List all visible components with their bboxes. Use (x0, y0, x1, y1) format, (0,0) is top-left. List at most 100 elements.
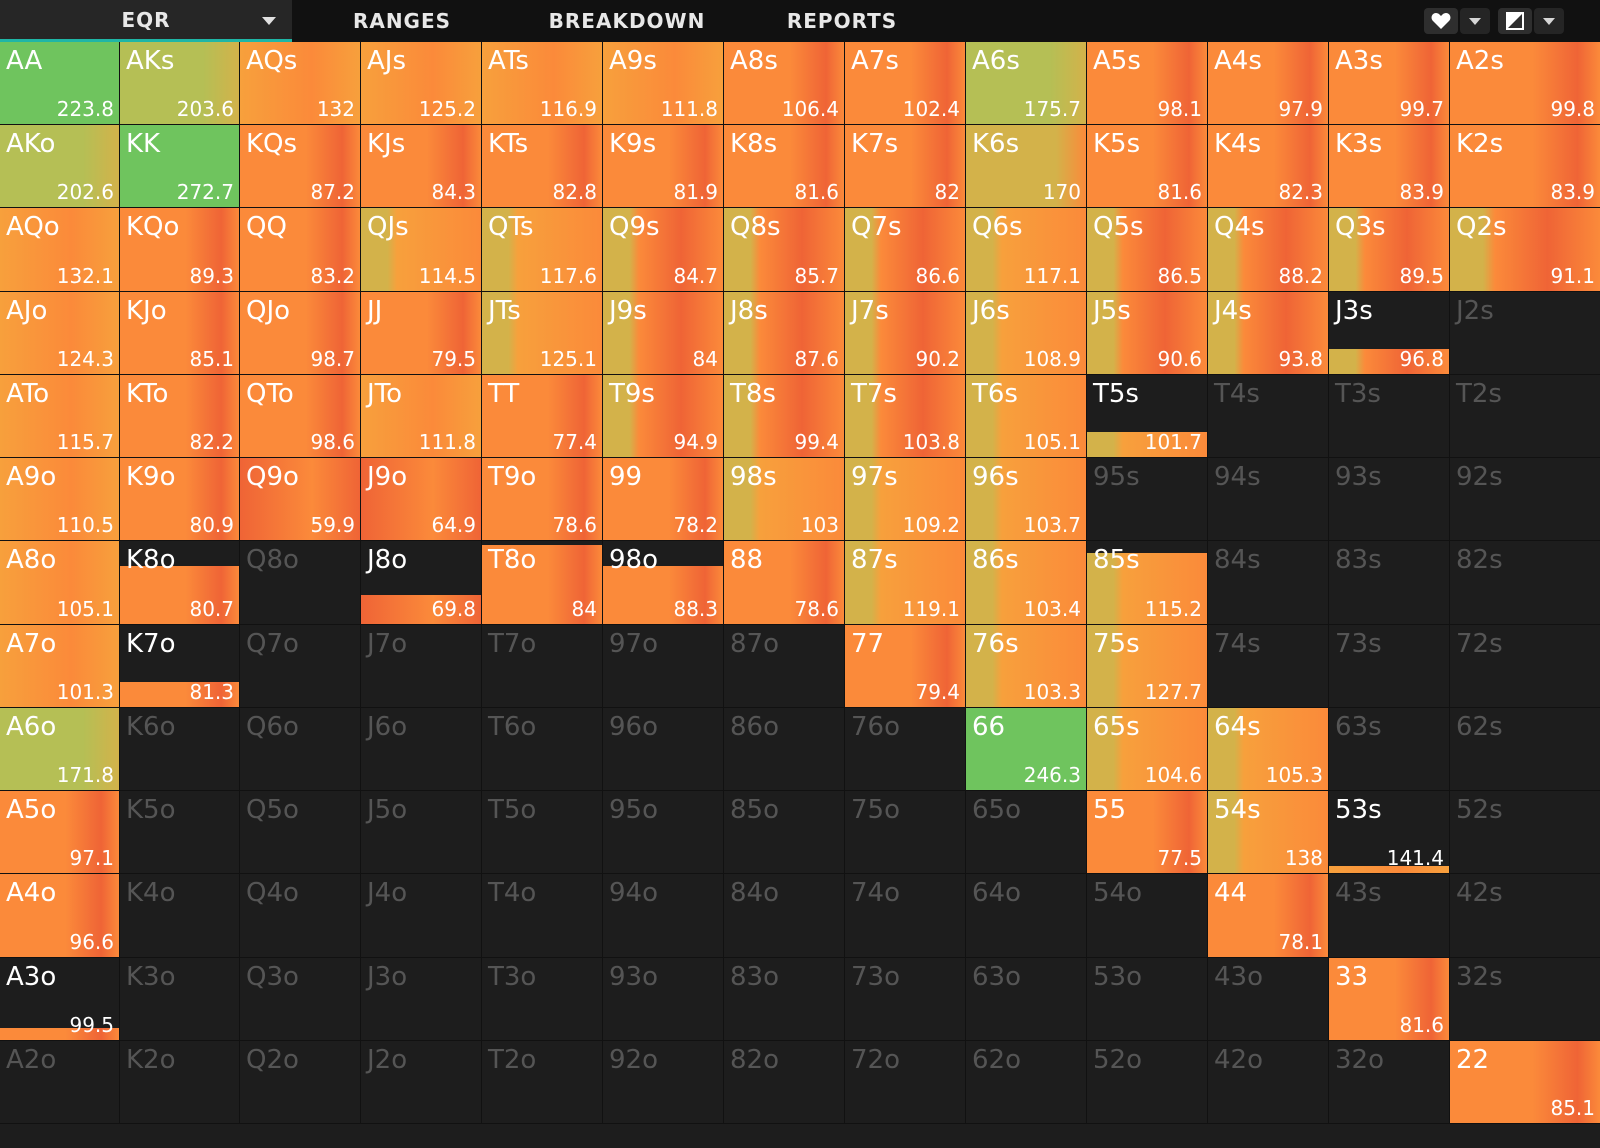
hand-cell[interactable]: A4o 96.6 (0, 874, 120, 958)
hand-cell[interactable]: J4s 93.8 (1208, 292, 1329, 375)
hand-cell[interactable]: Q2o (240, 1041, 361, 1124)
hand-cell[interactable]: A8o 105.1 (0, 541, 120, 625)
hand-cell[interactable]: J9o 64.9 (361, 458, 482, 541)
hand-cell[interactable]: 62s (1450, 708, 1600, 791)
hand-cell[interactable]: K3o (120, 958, 240, 1041)
hand-cell[interactable]: T6o (482, 708, 603, 791)
hand-cell[interactable]: 32o (1329, 1041, 1450, 1124)
hand-cell[interactable]: T9s 94.9 (603, 375, 724, 458)
display-mode-button[interactable] (1498, 8, 1532, 34)
hand-cell[interactable]: T2s (1450, 375, 1600, 458)
hand-cell[interactable]: AKs 203.6 (120, 42, 240, 125)
hand-cell[interactable]: J9s 84 (603, 292, 724, 375)
hand-cell[interactable]: K2o (120, 1041, 240, 1124)
hand-cell[interactable]: KJs 84.3 (361, 125, 482, 208)
hand-cell[interactable]: T8s 99.4 (724, 375, 845, 458)
hand-cell[interactable]: J3s 96.8 (1329, 292, 1450, 375)
hand-cell[interactable]: A2o (0, 1041, 120, 1124)
hand-cell[interactable]: 83s (1329, 541, 1450, 625)
hand-cell[interactable]: 55 77.5 (1087, 791, 1208, 874)
hand-cell[interactable]: 73o (845, 958, 966, 1041)
hand-cell[interactable]: 22 85.1 (1450, 1041, 1600, 1124)
tab-reports[interactable]: REPORTS (742, 0, 942, 42)
hand-cell[interactable]: JTs 125.1 (482, 292, 603, 375)
hand-cell[interactable]: Q9o 59.9 (240, 458, 361, 541)
hand-cell[interactable]: T8o 84 (482, 541, 603, 625)
hand-cell[interactable]: 75o (845, 791, 966, 874)
hand-cell[interactable]: 66 246.3 (966, 708, 1087, 791)
hand-cell[interactable]: QTs 117.6 (482, 208, 603, 292)
hand-cell[interactable]: 82o (724, 1041, 845, 1124)
hand-cell[interactable]: A5o 97.1 (0, 791, 120, 874)
hand-cell[interactable]: QJs 114.5 (361, 208, 482, 292)
hand-cell[interactable]: 87s 119.1 (845, 541, 966, 625)
hand-cell[interactable]: 65s 104.6 (1087, 708, 1208, 791)
hand-cell[interactable]: 96o (603, 708, 724, 791)
hand-cell[interactable]: A6o 171.8 (0, 708, 120, 791)
hand-cell[interactable]: 99 78.2 (603, 458, 724, 541)
hand-cell[interactable]: 42s (1450, 874, 1600, 958)
hand-cell[interactable]: ATs 116.9 (482, 42, 603, 125)
hand-cell[interactable]: 86o (724, 708, 845, 791)
hand-cell[interactable]: Q2s 91.1 (1450, 208, 1600, 292)
hand-cell[interactable]: 65o (966, 791, 1087, 874)
hand-cell[interactable]: 32s (1450, 958, 1600, 1041)
favorite-button[interactable] (1424, 8, 1458, 34)
hand-cell[interactable]: T3o (482, 958, 603, 1041)
hand-cell[interactable]: Q3o (240, 958, 361, 1041)
hand-cell[interactable]: A2s 99.8 (1450, 42, 1600, 125)
hand-cell[interactable]: Q7o (240, 625, 361, 708)
hand-cell[interactable]: KTs 82.8 (482, 125, 603, 208)
hand-cell[interactable]: T4o (482, 874, 603, 958)
hand-cell[interactable]: 77 79.4 (845, 625, 966, 708)
hand-cell[interactable]: 95s (1087, 458, 1208, 541)
hand-cell[interactable]: 54o (1087, 874, 1208, 958)
hand-cell[interactable]: KTo 82.2 (120, 375, 240, 458)
hand-cell[interactable]: QJo 98.7 (240, 292, 361, 375)
hand-cell[interactable]: KQs 87.2 (240, 125, 361, 208)
hand-cell[interactable]: QQ 83.2 (240, 208, 361, 292)
hand-cell[interactable]: 62o (966, 1041, 1087, 1124)
hand-cell[interactable]: Q7s 86.6 (845, 208, 966, 292)
hand-cell[interactable]: J4o (361, 874, 482, 958)
hand-cell[interactable]: 63o (966, 958, 1087, 1041)
hand-cell[interactable]: A6s 175.7 (966, 42, 1087, 125)
hand-cell[interactable]: T7s 103.8 (845, 375, 966, 458)
hand-cell[interactable]: 72o (845, 1041, 966, 1124)
hand-cell[interactable]: A7o 101.3 (0, 625, 120, 708)
hand-cell[interactable]: J5s 90.6 (1087, 292, 1208, 375)
hand-cell[interactable]: Q5s 86.5 (1087, 208, 1208, 292)
hand-cell[interactable]: J7s 90.2 (845, 292, 966, 375)
hand-cell[interactable]: 86s 103.4 (966, 541, 1087, 625)
hand-cell[interactable]: Q9s 84.7 (603, 208, 724, 292)
hand-cell[interactable]: 94o (603, 874, 724, 958)
hand-cell[interactable]: T3s (1329, 375, 1450, 458)
hand-cell[interactable]: T5s 101.7 (1087, 375, 1208, 458)
hand-cell[interactable]: Q4s 88.2 (1208, 208, 1329, 292)
hand-cell[interactable]: J5o (361, 791, 482, 874)
hand-cell[interactable]: 97s 109.2 (845, 458, 966, 541)
hand-cell[interactable]: J8s 87.6 (724, 292, 845, 375)
hand-cell[interactable]: K3s 83.9 (1329, 125, 1450, 208)
hand-cell[interactable]: T9o 78.6 (482, 458, 603, 541)
hand-cell[interactable]: 88 78.6 (724, 541, 845, 625)
hand-cell[interactable]: 64o (966, 874, 1087, 958)
hand-cell[interactable]: K5o (120, 791, 240, 874)
tab-eqr[interactable]: EQR (0, 0, 292, 42)
hand-cell[interactable]: 87o (724, 625, 845, 708)
hand-cell[interactable]: J7o (361, 625, 482, 708)
hand-cell[interactable]: A5s 98.1 (1087, 42, 1208, 125)
favorite-dropdown-button[interactable] (1460, 8, 1490, 34)
hand-cell[interactable]: A9s 111.8 (603, 42, 724, 125)
hand-cell[interactable]: 84s (1208, 541, 1329, 625)
hand-cell[interactable]: 93o (603, 958, 724, 1041)
hand-cell[interactable]: Q8o (240, 541, 361, 625)
hand-cell[interactable]: 83o (724, 958, 845, 1041)
hand-cell[interactable]: A8s 106.4 (724, 42, 845, 125)
hand-cell[interactable]: 76s 103.3 (966, 625, 1087, 708)
hand-cell[interactable]: A9o 110.5 (0, 458, 120, 541)
hand-cell[interactable]: K7o 81.3 (120, 625, 240, 708)
display-mode-dropdown-button[interactable] (1534, 8, 1564, 34)
hand-cell[interactable]: Q4o (240, 874, 361, 958)
hand-cell[interactable]: 97o (603, 625, 724, 708)
